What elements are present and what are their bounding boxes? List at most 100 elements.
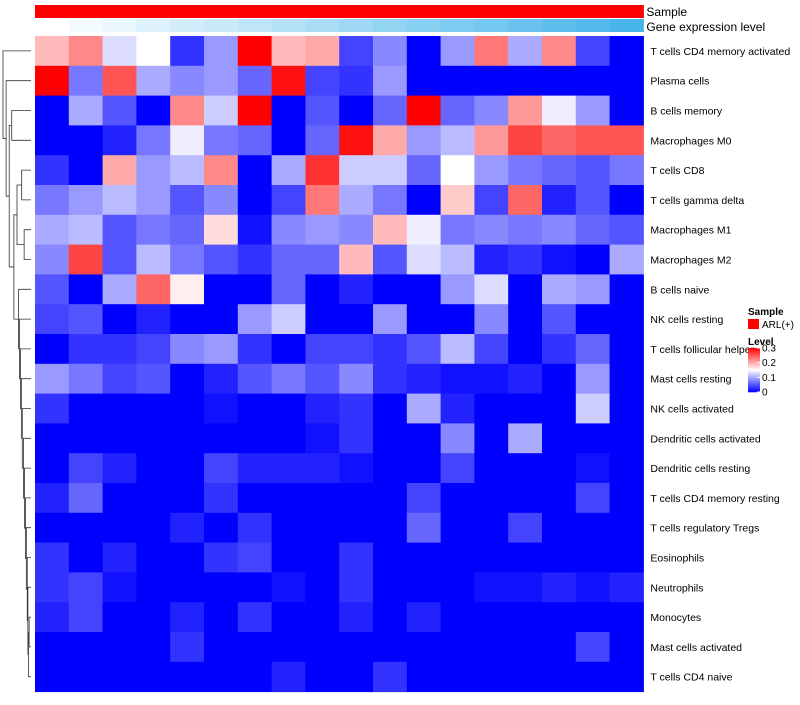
- row-label: Monocytes: [650, 612, 701, 624]
- heatmap-cell: [406, 214, 442, 246]
- heatmap-cell: [68, 185, 104, 216]
- heatmap-cell: [305, 453, 340, 484]
- heatmap-cell: [575, 423, 611, 454]
- level-legend-bar-segment: [748, 381, 760, 383]
- heatmap-cell: [68, 274, 104, 305]
- heatmap-cell: [271, 632, 306, 663]
- heatmap-cell: [305, 423, 340, 454]
- level-legend-bar-segment: [748, 357, 760, 359]
- heatmap-cell: [136, 304, 171, 335]
- level-legend-bar-segment: [748, 376, 760, 378]
- heatmap-cell: [136, 274, 171, 305]
- heatmap-cell: [542, 632, 577, 663]
- heatmap-cell: [406, 572, 442, 603]
- heatmap-cell: [542, 423, 577, 454]
- heatmap-cell: [373, 632, 408, 663]
- heatmap-cell: [237, 483, 273, 514]
- heatmap-cell: [237, 214, 273, 246]
- heatmap-cell: [136, 453, 171, 484]
- dendrogram-branch: [13, 214, 19, 320]
- heatmap-cell: [271, 661, 306, 693]
- level-legend-tick-label: 0: [762, 388, 768, 399]
- heatmap-cell: [406, 542, 442, 573]
- heatmap-cell: [474, 542, 509, 573]
- heatmap-cell: [35, 453, 70, 484]
- heatmap-cell: [406, 125, 442, 156]
- heatmap-cell: [575, 483, 611, 514]
- heatmap-cell: [508, 542, 543, 573]
- heatmap-cell: [542, 214, 577, 246]
- heatmap-cell: [339, 304, 374, 335]
- heatmap-cell: [102, 423, 137, 454]
- heatmap-cell: [68, 36, 104, 67]
- level-legend-bar-segment: [748, 349, 760, 351]
- level-legend-bar-segment: [748, 359, 760, 361]
- sample-annotation-cell: [305, 5, 340, 18]
- heatmap-cell: [136, 36, 171, 67]
- heatmap-cell: [305, 572, 340, 603]
- heatmap-cell: [35, 214, 70, 246]
- level-legend-bar-segment: [748, 382, 760, 384]
- gene-expression-annotation-cell: [237, 19, 273, 32]
- heatmap-cell: [271, 304, 306, 335]
- heatmap-cell: [406, 423, 442, 454]
- heatmap-cell: [68, 393, 104, 424]
- heatmap-cell: [170, 632, 205, 663]
- heatmap-cell: [305, 632, 340, 663]
- heatmap-cell: [373, 393, 408, 424]
- heatmap-cell: [440, 602, 475, 633]
- heatmap-cell: [575, 542, 611, 573]
- heatmap-cell: [373, 542, 408, 573]
- dendrogram-branch: [19, 318, 31, 380]
- heatmap-cell: [542, 542, 577, 573]
- heatmap-cell: [68, 304, 104, 335]
- heatmap-cell: [575, 65, 611, 97]
- heatmap-cell: [68, 363, 104, 395]
- level-legend-bar-segment: [748, 378, 760, 380]
- dendrogram-branch: [27, 586, 31, 655]
- heatmap-cell: [170, 393, 205, 424]
- heatmap-cell: [406, 304, 442, 335]
- heatmap-cell: [339, 572, 374, 603]
- heatmap-cell: [508, 155, 543, 186]
- heatmap-cell: [373, 65, 408, 97]
- heatmap-cell: [542, 244, 577, 275]
- heatmap-cell: [440, 214, 475, 246]
- heatmap-cell: [102, 125, 137, 156]
- gene-expression-annotation-cell: [271, 19, 306, 32]
- heatmap-cell: [237, 542, 273, 573]
- heatmap-cell: [102, 453, 137, 484]
- heatmap-cell: [237, 572, 273, 603]
- heatmap-cell: [440, 483, 475, 514]
- level-legend-bar-segment: [748, 370, 760, 372]
- heatmap-cell: [339, 36, 374, 67]
- level-legend-bar-segment: [748, 388, 760, 390]
- heatmap-cell: [305, 334, 340, 365]
- heatmap-cell: [136, 602, 171, 633]
- heatmap-cell: [406, 393, 442, 424]
- heatmap-cell: [440, 65, 475, 97]
- heatmap-cell: [136, 393, 171, 424]
- heatmap-cell: [68, 65, 104, 97]
- heatmap-cell: [609, 512, 644, 544]
- heatmap-cell: [102, 185, 137, 216]
- heatmap-cell: [373, 95, 408, 126]
- heatmap-cell: [440, 542, 475, 573]
- heatmap-cell: [305, 214, 340, 246]
- row-label: T cells gamma delta: [650, 195, 744, 207]
- heatmap-cell: [170, 512, 205, 544]
- heatmap-cell: [204, 125, 239, 156]
- heatmap-cell: [102, 393, 137, 424]
- heatmap-cell: [136, 334, 171, 365]
- heatmap-cell: [102, 542, 137, 573]
- heatmap-cell: [237, 363, 273, 395]
- sample-annotation-cell: [204, 5, 239, 18]
- dendrogram-branch: [16, 184, 25, 245]
- heatmap-cell: [237, 423, 273, 454]
- level-legend-bar-segment: [748, 362, 760, 364]
- heatmap-cell: [102, 214, 137, 246]
- level-legend-bar-segment: [748, 375, 760, 377]
- heatmap-cell: [373, 453, 408, 484]
- heatmap-cell: [35, 661, 70, 693]
